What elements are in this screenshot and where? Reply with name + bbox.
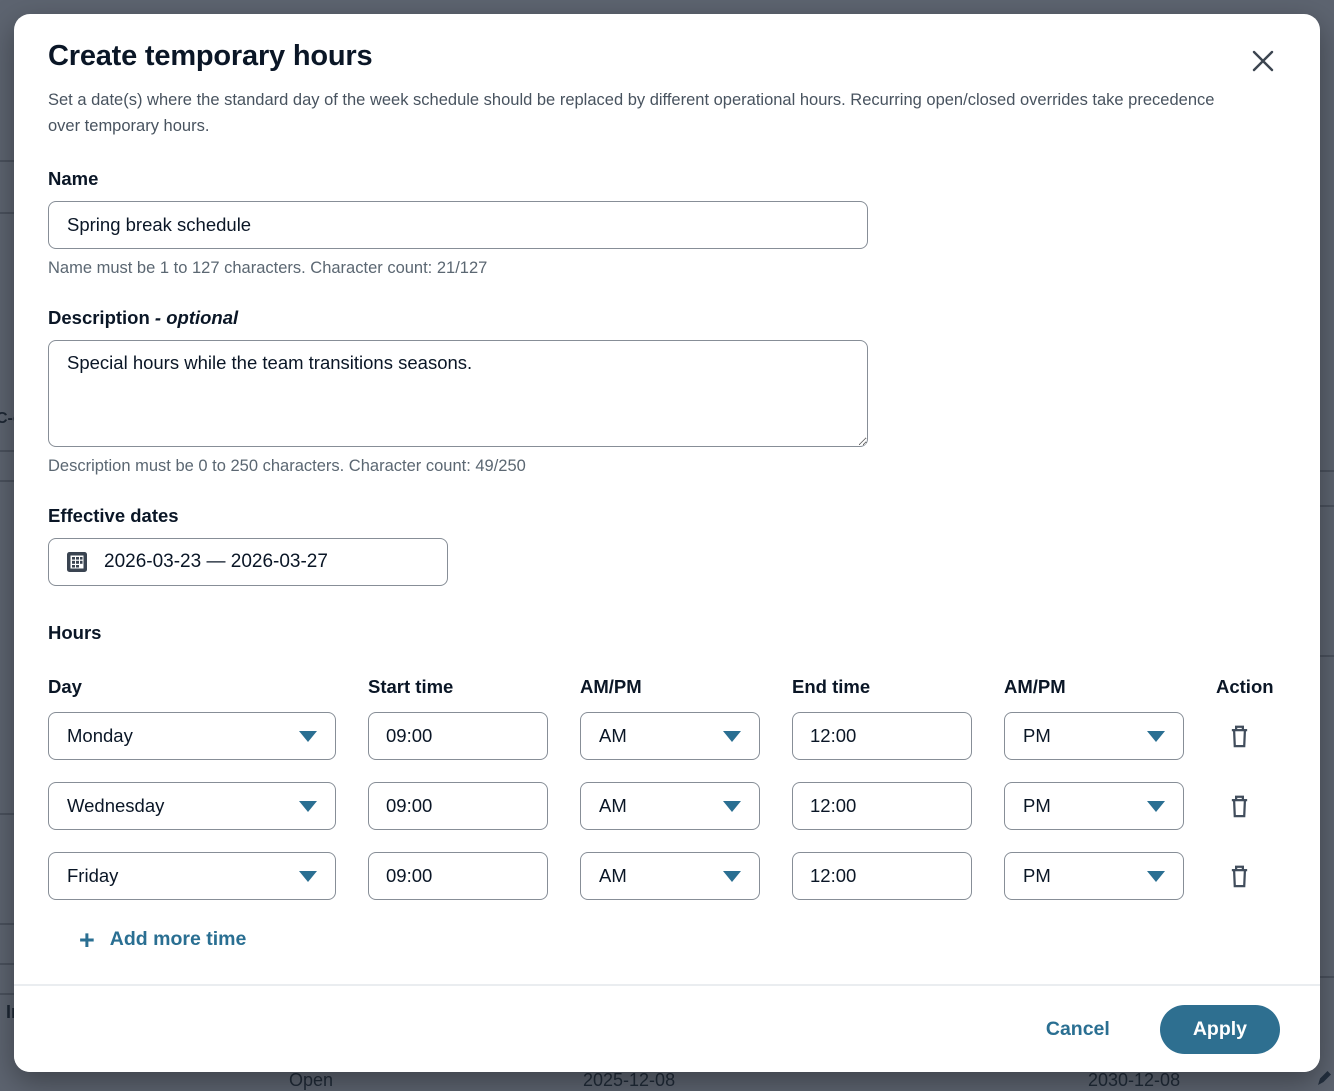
day-select-value: Friday xyxy=(67,865,118,887)
close-icon[interactable] xyxy=(1246,44,1280,78)
hours-section-label: Hours xyxy=(48,622,1286,644)
ampm-select-value: AM xyxy=(599,795,627,817)
description-helper-text: Description must be 0 to 250 characters.… xyxy=(48,457,1286,476)
name-label: Name xyxy=(48,168,1286,190)
name-input[interactable] xyxy=(48,201,868,249)
create-temporary-hours-modal: Create temporary hours Set a date(s) whe… xyxy=(14,14,1320,1072)
hours-row: Friday AM PM xyxy=(48,852,1286,900)
description-label: Description - optional xyxy=(48,307,1286,329)
column-header-end-time: End time xyxy=(792,676,972,698)
caret-down-icon xyxy=(723,801,741,812)
end-time-input[interactable] xyxy=(792,852,972,900)
bg-divider xyxy=(0,160,14,162)
modal-footer: Cancel Apply xyxy=(14,984,1320,1072)
start-ampm-select[interactable]: AM xyxy=(580,712,760,760)
add-more-time-label: Add more time xyxy=(110,928,247,951)
end-ampm-select[interactable]: PM xyxy=(1004,852,1184,900)
column-header-action: Action xyxy=(1216,676,1288,698)
description-optional-text: - optional xyxy=(155,307,238,328)
description-optional-suffix: - optional xyxy=(155,307,238,328)
column-header-start-time: Start time xyxy=(368,676,548,698)
delete-row-button[interactable] xyxy=(1226,860,1256,892)
bg-divider xyxy=(0,963,14,965)
day-select-value: Monday xyxy=(67,725,133,747)
calendar-icon xyxy=(65,550,89,574)
description-label-text: Description xyxy=(48,307,150,328)
bg-divider xyxy=(1320,655,1334,657)
day-select[interactable]: Monday xyxy=(48,712,336,760)
caret-down-icon xyxy=(723,871,741,882)
day-select[interactable]: Wednesday xyxy=(48,782,336,830)
ampm-select-value: PM xyxy=(1023,865,1051,887)
bg-divider xyxy=(0,212,14,214)
plus-icon: + xyxy=(79,930,95,950)
hours-table-header: Day Start time AM/PM End time AM/PM Acti… xyxy=(48,676,1286,698)
bg-divider xyxy=(0,923,14,925)
add-more-time-button[interactable]: + Add more time xyxy=(79,928,246,951)
caret-down-icon xyxy=(1147,801,1165,812)
bg-table-cell-status: Open xyxy=(289,1071,333,1089)
name-helper-text: Name must be 1 to 127 characters. Charac… xyxy=(48,259,1286,278)
start-ampm-select[interactable]: AM xyxy=(580,852,760,900)
hours-row: Wednesday AM PM xyxy=(48,782,1286,830)
end-time-input[interactable] xyxy=(792,712,972,760)
start-time-input[interactable] xyxy=(368,852,548,900)
description-textarea[interactable]: Special hours while the team transitions… xyxy=(48,340,868,447)
delete-row-button[interactable] xyxy=(1226,720,1256,752)
caret-down-icon xyxy=(299,801,317,812)
bg-divider xyxy=(1320,505,1334,507)
day-select[interactable]: Friday xyxy=(48,852,336,900)
apply-button[interactable]: Apply xyxy=(1160,1005,1280,1054)
ampm-select-value: AM xyxy=(599,865,627,887)
delete-row-button[interactable] xyxy=(1226,790,1256,822)
bg-divider xyxy=(0,993,14,995)
pencil-icon xyxy=(1316,1070,1332,1091)
column-header-ampm: AM/PM xyxy=(1004,676,1184,698)
bg-divider xyxy=(0,813,14,815)
column-header-ampm: AM/PM xyxy=(580,676,760,698)
effective-dates-value: 2026-03-23 — 2026-03-27 xyxy=(104,551,328,573)
caret-down-icon xyxy=(299,731,317,742)
bg-table-cell-date: 2025-12-08 xyxy=(583,1071,675,1089)
end-ampm-select[interactable]: PM xyxy=(1004,712,1184,760)
start-time-input[interactable] xyxy=(368,782,548,830)
effective-dates-picker[interactable]: 2026-03-23 — 2026-03-27 xyxy=(48,538,448,586)
caret-down-icon xyxy=(723,731,741,742)
effective-dates-label: Effective dates xyxy=(48,505,1286,527)
end-ampm-select[interactable]: PM xyxy=(1004,782,1184,830)
bg-divider xyxy=(1320,470,1334,472)
start-ampm-select[interactable]: AM xyxy=(580,782,760,830)
column-header-day: Day xyxy=(48,676,336,698)
modal-description: Set a date(s) where the standard day of … xyxy=(48,87,1216,139)
modal-title: Create temporary hours xyxy=(48,40,372,73)
hours-row: Monday AM PM xyxy=(48,712,1286,760)
ampm-select-value: PM xyxy=(1023,725,1051,747)
start-time-input[interactable] xyxy=(368,712,548,760)
bg-divider xyxy=(1320,976,1334,978)
ampm-select-value: AM xyxy=(599,725,627,747)
bg-divider xyxy=(0,480,14,482)
caret-down-icon xyxy=(1147,731,1165,742)
caret-down-icon xyxy=(1147,871,1165,882)
bg-table-cell-date: 2030-12-08 xyxy=(1088,1071,1180,1089)
cancel-button[interactable]: Cancel xyxy=(1046,1018,1110,1041)
day-select-value: Wednesday xyxy=(67,795,164,817)
ampm-select-value: PM xyxy=(1023,795,1051,817)
bg-divider xyxy=(0,450,14,452)
caret-down-icon xyxy=(299,871,317,882)
end-time-input[interactable] xyxy=(792,782,972,830)
